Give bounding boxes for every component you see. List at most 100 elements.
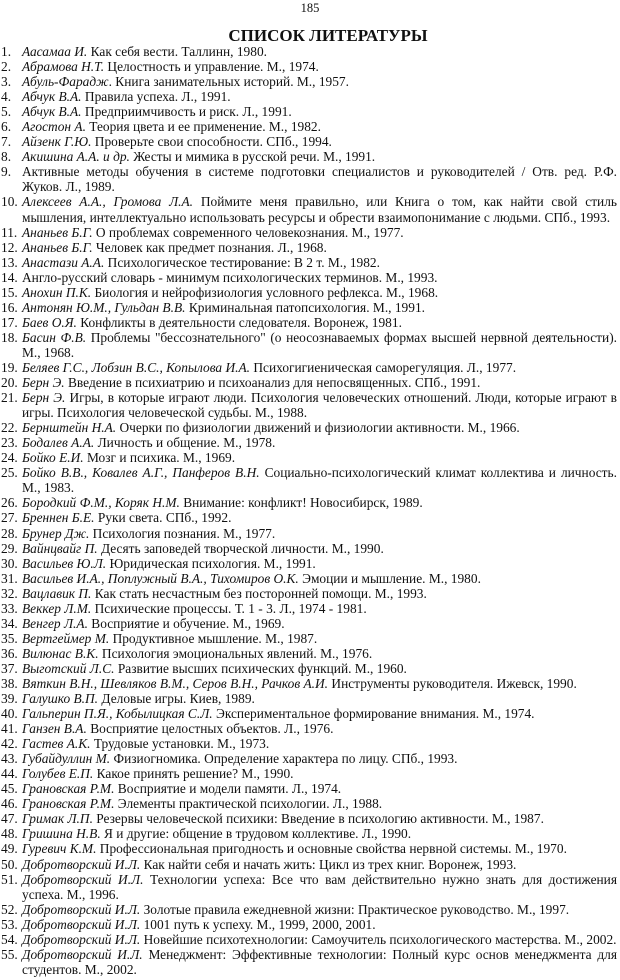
reference-author: Голубев Е.П. xyxy=(22,766,94,782)
reference-number: 45. xyxy=(1,781,18,797)
reference-author: Васильев И.А., Поплужный В.А., Тихомиров… xyxy=(22,570,299,586)
reference-number: 16. xyxy=(1,299,18,315)
reference-item: 12. Ананьев Б.Г. Человек как предмет позн… xyxy=(0,240,617,255)
reference-number: 25. xyxy=(1,465,18,481)
reference-text: Как себя вести. Таллинн, 1980. xyxy=(87,44,267,59)
reference-text: Золотые правила ежедневной жизни: Практи… xyxy=(140,901,570,917)
reference-author: Гримак Л.П. xyxy=(22,811,93,827)
reference-author: Вацлавик П. xyxy=(22,585,92,601)
reference-number: 32. xyxy=(1,585,18,601)
reference-text: Игры, в которые играют люди. Психология … xyxy=(22,390,617,421)
reference-number: 17. xyxy=(1,314,18,330)
reference-text: Криминальная патопсихология. М., 1991. xyxy=(185,299,425,315)
reference-number: 50. xyxy=(1,856,18,872)
reference-text: Трудовые установки. М., 1973. xyxy=(90,736,270,752)
reference-item: 32. Вацлавик П. Как стать несчастным без … xyxy=(0,586,617,601)
reference-item: 35. Вертгеймер М. Продуктивное мышление. … xyxy=(0,631,617,646)
page-number: 185 xyxy=(300,1,320,15)
reference-item: 39. Галушко В.П. Деловые игры. Киев, 1989… xyxy=(0,691,617,706)
reference-item: 38. Вяткин В.Н., Шевляков В.М., Серов В.Н… xyxy=(0,676,617,691)
reference-text: Проблемы "бессознательного" (о неосознав… xyxy=(22,329,617,360)
reference-author: Васильев Ю.Л. xyxy=(22,555,107,571)
reference-number: 10. xyxy=(1,194,18,210)
reference-text: Инструменты руководителя. Ижевск, 1990. xyxy=(328,675,577,691)
reference-number: 33. xyxy=(1,600,18,616)
reference-text: Введение в психиатрию и психоанализ для … xyxy=(64,375,481,391)
reference-author: Абчук В.А. xyxy=(22,104,82,120)
reference-item: 31. Васильев И.А., Поплужный В.А., Тихоми… xyxy=(0,571,617,586)
reference-number: 55. xyxy=(1,946,18,962)
reference-text: Личность и общение. М., 1978. xyxy=(94,435,276,451)
reference-text: Элементы практической психологии. Л., 19… xyxy=(114,796,383,812)
reference-number: 52. xyxy=(1,901,18,917)
reference-item: 23. Бодалев А.А. Личность и общение. М., … xyxy=(0,435,617,450)
reference-number: 51. xyxy=(1,871,18,887)
reference-item: 34. Венгер Л.А. Восприятие и обучение. М.… xyxy=(0,616,617,631)
reference-number: 44. xyxy=(1,766,18,782)
reference-number: 46. xyxy=(1,796,18,812)
reference-item: 27. Бреннен Б.Е. Руки света. СПб., 1992. xyxy=(0,510,617,525)
reference-item: 24. Бойко Е.И. Мозг и психика. М., 1969. xyxy=(0,450,617,465)
reference-number: 54. xyxy=(1,931,18,947)
reference-text: Резервы человеческой психики: Введение в… xyxy=(92,811,544,827)
reference-author: Брунер Дж. xyxy=(22,525,90,541)
reference-number: 13. xyxy=(1,254,18,270)
reference-number: 19. xyxy=(1,359,18,375)
reference-author: Абуль-Фарадж xyxy=(22,74,109,90)
reference-author: Венгер Л.А. xyxy=(22,615,88,631)
reference-number: 3. xyxy=(1,74,12,90)
reference-item: 42. Гастев А.К. Трудовые установки. М., 1… xyxy=(0,736,617,751)
reference-author: Ананьев Б.Г. xyxy=(22,239,93,255)
reference-author: Бойко Е.И. xyxy=(22,450,84,466)
reference-number: 18. xyxy=(1,329,18,345)
reference-number: 43. xyxy=(1,751,18,767)
reference-number: 36. xyxy=(1,645,18,661)
reference-item: 54. Добротворский И.Л. Новейшие психотехн… xyxy=(0,932,617,947)
reference-author: Берн Э. xyxy=(22,390,66,406)
reference-item: 46. Грановская Р.М. Элементы практической… xyxy=(0,796,617,811)
reference-author: Аасамаа И. xyxy=(22,44,88,59)
reference-author: Абчук В.А. xyxy=(22,89,82,105)
reference-text: Технологии успеха: Все что вам действите… xyxy=(22,871,617,902)
reference-item: 20. Берн Э. Введение в психиатрию и психо… xyxy=(0,375,617,390)
reference-text: Англо-русский словарь - минимум психолог… xyxy=(22,269,438,285)
reference-author: Добротворский И.Л. xyxy=(22,946,143,962)
reference-text: Руки света. СПб., 1992. xyxy=(94,510,232,526)
reference-author: Ганзен В.А. xyxy=(22,721,87,737)
reference-item: 45. Грановская Р.М. Восприятие и модели п… xyxy=(0,781,617,796)
reference-text: Профессиональная пригодность и основные … xyxy=(96,841,567,857)
reference-author: Гришина Н.В. xyxy=(22,826,101,842)
reference-item: 8. Акишина А.А. и др. Жесты и мимика в ру… xyxy=(0,149,617,164)
reference-text: Внимание: конфликт! Новосибирск, 1989. xyxy=(179,495,423,511)
reference-author: Добротворский И.Л. xyxy=(22,916,141,932)
reference-author: Анохин П.К. xyxy=(22,284,92,300)
reference-item: 48. Гришина Н.В. Я и другие: общение в тр… xyxy=(0,826,617,841)
reference-item: 36. Вилюнас В.К. Психология эмоциональных… xyxy=(0,646,617,661)
reference-text: . Книга занимательных историй. М., 1957. xyxy=(108,74,349,90)
reference-item: 1. Аасамаа И. Как себя вести. Таллинн, 19… xyxy=(0,44,617,59)
reference-author: Бойко В.В., Ковалев А.Г., Панферов В.Н. xyxy=(22,465,260,481)
reference-author: Веккер Л.М. xyxy=(22,600,92,616)
reference-text: Восприятие целостных объектов. Л., 1976. xyxy=(86,721,334,737)
reference-item: 22. Бернштейн Н.А. Очерки по физиологии д… xyxy=(0,420,617,435)
reference-number: 15. xyxy=(1,284,18,300)
reference-author: Добротворский И.Л. xyxy=(22,931,141,947)
reference-item: 44. Голубев Е.П. Какое принять решение? М… xyxy=(0,766,617,781)
reference-author: Добротворский И.Л. xyxy=(22,856,141,872)
reference-author: Беляев Г.С., Лобзин В.С., Копылова И.А. xyxy=(22,359,251,375)
reference-item: 50. Добротворский И.Л. Как найти себя и н… xyxy=(0,857,617,872)
reference-number: 38. xyxy=(1,675,18,691)
reference-number: 14. xyxy=(1,269,18,285)
reference-author: Вертгеймер М. xyxy=(22,630,110,646)
reference-text: Поймите меня правильно, или Книга о том,… xyxy=(22,194,617,225)
reference-number: 12. xyxy=(1,239,18,255)
page-title: СПИСОК ЛИТЕРАТУРЫ xyxy=(228,26,428,45)
reference-author: Бодалев А.А. xyxy=(22,435,95,451)
reference-author: Бородкий Ф.М., Коряк Н.М. xyxy=(22,495,180,511)
reference-author: Абрамова Н.Т. xyxy=(22,59,105,75)
reference-text: Активные методы обучения в системе подго… xyxy=(22,164,617,195)
reference-author: Вайнцвайг П. xyxy=(22,540,98,556)
reference-item: 21. Берн Э. Игры, в которые играют люди. … xyxy=(0,390,617,420)
reference-text: Биология и нейрофизиология условного реф… xyxy=(91,284,439,300)
reference-list: 1. Аасамаа И. Как себя вести. Таллинн, 19… xyxy=(0,44,617,977)
